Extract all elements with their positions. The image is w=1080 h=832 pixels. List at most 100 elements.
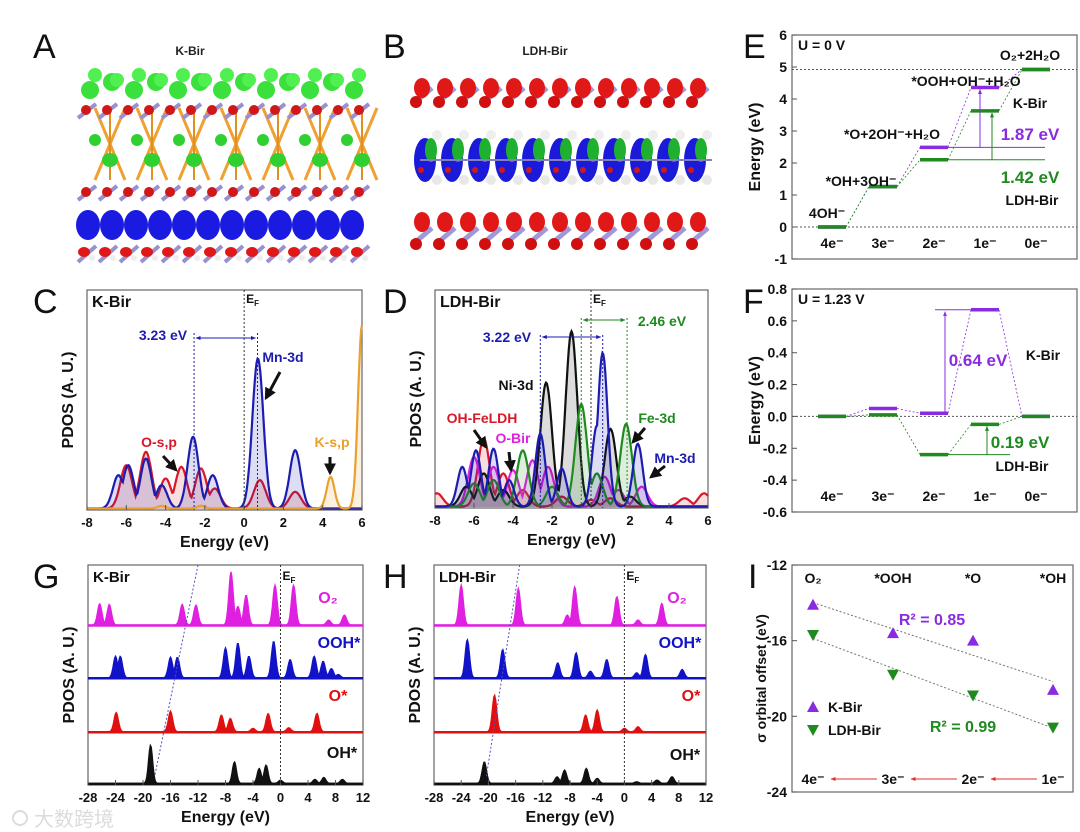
hydrogen-atom	[486, 175, 496, 185]
x-tick-label: 4	[648, 790, 656, 805]
pdos-curve	[88, 743, 363, 784]
charge-density-blob	[641, 138, 653, 162]
pdos-curve	[434, 582, 706, 626]
x-tick-label: -20	[479, 790, 498, 805]
charge-density-blob	[354, 153, 370, 167]
oxygen-atom	[456, 96, 468, 108]
x-tick-label: -4	[160, 515, 172, 530]
panel-b-title: LDH-Bir	[522, 44, 568, 58]
oxygen-atom	[81, 105, 91, 115]
oxygen-atom	[144, 187, 154, 197]
gap-label: 0.64 eV	[949, 351, 1008, 370]
y-tick-label: 0.0	[768, 408, 788, 424]
y-tick-label: -24	[767, 784, 787, 800]
oxygen-atom	[456, 238, 468, 250]
x-tick-label: 0	[587, 513, 594, 528]
oxygen-atom	[548, 96, 560, 108]
oxygen-atom	[78, 247, 90, 257]
pdos-area	[434, 585, 706, 626]
oxygen-atom	[207, 105, 217, 115]
y-tick-label: 0.8	[768, 281, 788, 297]
category-label: 1e⁻	[974, 488, 997, 504]
charge-density-blob	[76, 210, 100, 240]
charge-density-blob	[144, 153, 160, 167]
x-tick-label: -28	[79, 790, 98, 805]
oxygen-atom	[506, 78, 522, 98]
oxygen-atom	[270, 105, 280, 115]
hydrogen-atom	[594, 175, 604, 185]
hydrogen-atom	[567, 130, 577, 140]
pointer-arrow	[264, 371, 282, 401]
oxygen-atom	[330, 247, 342, 257]
charge-density-blob	[506, 138, 518, 162]
gap-label: 3.22 eV	[483, 329, 532, 345]
x-tick-label: 2	[626, 513, 633, 528]
fermi-main: E	[246, 292, 254, 306]
oxygen-atom	[460, 78, 476, 98]
hydrogen-atom	[341, 255, 347, 261]
x-tick-label: -8	[81, 515, 93, 530]
oxygen-atom	[270, 187, 280, 197]
charge-density-blob	[587, 138, 599, 162]
step-connector	[845, 186, 870, 228]
charge-density-blob	[102, 153, 118, 167]
hydrogen-atom	[257, 255, 263, 261]
oxygen-atom	[204, 247, 216, 257]
panel-title: LDH-Bir	[440, 294, 500, 311]
oxygen-atom	[186, 105, 196, 115]
charge-density-blob	[425, 138, 437, 162]
category-label: 4e⁻	[821, 235, 844, 251]
step-connector	[947, 424, 972, 455]
y-tick-label: 2	[779, 155, 787, 171]
oxygen-atom	[81, 187, 91, 197]
plot-frame-d	[434, 289, 709, 509]
series-label: LDH-Bir	[1006, 192, 1059, 208]
charge-density-blob	[270, 153, 286, 167]
fermi-label: EF	[593, 292, 606, 308]
oxygen-atom	[433, 238, 445, 250]
oxygen-atom	[598, 78, 614, 98]
oxygen-atom	[437, 212, 453, 232]
charge-density-blob	[614, 138, 626, 162]
y-tick-label: -0.6	[763, 504, 787, 520]
x-axis-label: Energy (eV)	[527, 532, 616, 549]
x-tick-label: -16	[161, 790, 180, 805]
oxygen-atom	[165, 105, 175, 115]
step-connector	[947, 309, 972, 414]
series-label: OOH*	[318, 635, 361, 652]
oxygen-atom	[640, 238, 652, 250]
hydrogen-atom	[675, 130, 685, 140]
series-label: O-Bir	[496, 430, 532, 446]
oxygen-atom	[460, 212, 476, 232]
oxygen-atom	[526, 167, 532, 173]
fermi-main: E	[626, 569, 634, 583]
y-tick-label: -20	[767, 708, 787, 724]
oxygen-atom	[410, 96, 422, 108]
charge-density-blob	[340, 210, 364, 240]
hydrogen-atom	[567, 175, 577, 185]
x-tick-label: 12	[699, 790, 713, 805]
hydrogen-atom	[513, 175, 523, 185]
oxygen-atom	[418, 167, 424, 173]
category-label: 3e⁻	[872, 235, 895, 251]
step-label: O₂+2H₂O	[1000, 47, 1060, 63]
hydrogen-atom	[152, 255, 158, 261]
oxygen-atom	[594, 238, 606, 250]
electron-label: 1e⁻	[1042, 771, 1065, 787]
charge-density-blob	[81, 81, 99, 99]
data-point	[807, 598, 819, 610]
y-axis-label: Energy (eV)	[747, 356, 764, 445]
oxygen-atom	[529, 78, 545, 98]
oxygen-atom	[688, 167, 694, 173]
oxygen-atom	[437, 78, 453, 98]
charge-density-blob	[352, 68, 366, 82]
x-tick-label: -24	[452, 790, 472, 805]
step-connector	[998, 416, 1023, 425]
x-tick-label: -2	[546, 513, 558, 528]
fermi-main: E	[283, 569, 291, 583]
panel-b-structure	[410, 78, 712, 250]
oxygen-atom	[333, 105, 343, 115]
y-tick-label: -1	[775, 251, 788, 267]
oxygen-atom	[552, 212, 568, 232]
fermi-sub: F	[601, 299, 606, 308]
